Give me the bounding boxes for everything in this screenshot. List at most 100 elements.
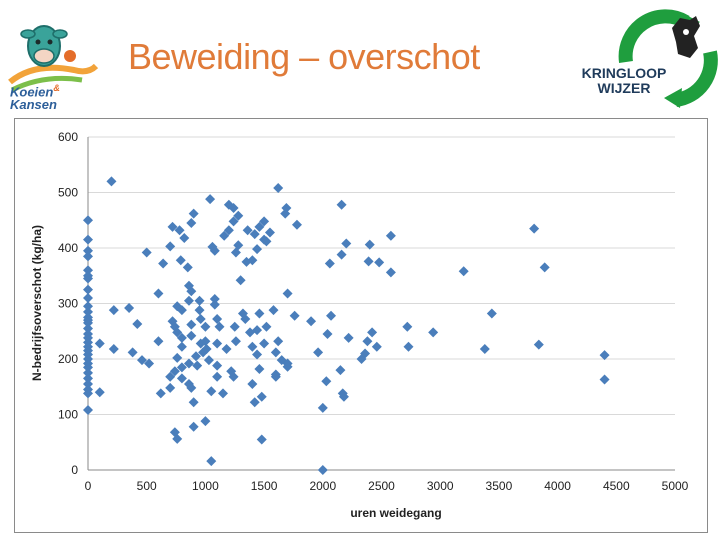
x-tick-label: 1000 (192, 479, 219, 493)
data-point (249, 229, 260, 240)
data-point (228, 371, 239, 382)
data-point (83, 301, 93, 312)
data-point (428, 327, 439, 338)
data-point (212, 371, 223, 382)
data-point (385, 267, 396, 278)
data-point (306, 316, 317, 327)
data-point (242, 225, 253, 236)
data-point (83, 292, 93, 303)
data-point (322, 329, 333, 340)
data-point (194, 295, 205, 306)
data-point (186, 382, 197, 393)
chart-frame: 0 100 200 300 400 500 600 0 500 1000 1500 2000 2500 3… (14, 118, 708, 533)
data-point (256, 434, 267, 445)
slide-title: Beweiding – overschot (128, 36, 480, 77)
data-point (261, 236, 272, 247)
x-tick-label: 4000 (544, 479, 571, 493)
data-point (206, 386, 217, 397)
data-point (83, 245, 93, 256)
data-point (479, 344, 490, 355)
data-point (273, 336, 284, 347)
x-tick-label: 4500 (603, 479, 630, 493)
data-point (83, 265, 93, 276)
logo-left-word2: Kansen (10, 97, 57, 113)
data-point (188, 421, 199, 432)
data-point (188, 208, 199, 219)
data-point (124, 302, 135, 313)
data-point (247, 255, 258, 266)
data-point (282, 361, 293, 372)
data-point (141, 247, 152, 258)
data-point (261, 321, 272, 332)
data-point (165, 371, 176, 382)
data-point (186, 218, 197, 229)
data-point (371, 341, 382, 352)
data-point (247, 341, 258, 352)
logo-flower-icon (64, 50, 76, 62)
data-point (254, 308, 265, 319)
data-point (233, 240, 244, 251)
koeien-en-kansen-logo (8, 25, 99, 93)
data-point (176, 373, 187, 384)
y-tick-label: 300 (58, 297, 78, 311)
data-point (83, 388, 93, 399)
scatter-chart: 0 100 200 300 400 500 600 0 500 1000 1500 2000 2500 3… (30, 130, 689, 520)
logo-right-word1: KRINGLOOP (581, 65, 667, 81)
logo-swoosh-orange (8, 63, 99, 85)
data-point (192, 360, 203, 371)
data-point (219, 230, 230, 241)
x-tick-label: 2500 (368, 479, 395, 493)
data-point (317, 402, 328, 413)
data-point (264, 227, 275, 238)
data-point (212, 314, 223, 325)
data-point (132, 319, 143, 330)
data-point (252, 349, 263, 360)
data-point (183, 358, 194, 369)
kringloopwijzer-logo (618, 9, 718, 108)
data-point (335, 365, 346, 376)
data-point (360, 348, 371, 359)
data-point (240, 314, 251, 325)
data-point (362, 336, 373, 347)
x-tick-label: 3500 (486, 479, 513, 493)
data-point (191, 351, 202, 362)
logo-right-wordmark: KRINGLOOP WIJZER (574, 66, 674, 96)
data-point (153, 336, 164, 347)
data-point (249, 397, 260, 408)
data-point (169, 366, 180, 377)
data-point (94, 338, 105, 349)
data-points (83, 176, 610, 475)
data-point (403, 341, 414, 352)
data-point (228, 203, 239, 214)
logo-left-word1: Koeien (10, 84, 54, 100)
data-point (214, 321, 225, 332)
data-point (179, 233, 190, 244)
data-point (252, 325, 263, 336)
data-point (268, 305, 279, 316)
y-axis-label: N-bedrijfsoverschot (kg/ha) (30, 225, 44, 381)
x-axis-label: uren weidegang (350, 506, 441, 520)
data-point (83, 315, 93, 326)
data-point (200, 321, 211, 332)
data-point (186, 286, 197, 297)
data-point (221, 344, 232, 355)
data-point (321, 376, 332, 387)
x-tick-label: 2000 (309, 479, 336, 493)
data-point (174, 225, 185, 236)
y-tick-label: 500 (58, 186, 78, 200)
data-point (144, 358, 155, 369)
data-point (83, 251, 93, 262)
data-point (363, 256, 374, 267)
data-point (176, 332, 187, 343)
data-point (245, 327, 256, 338)
data-point (317, 465, 328, 475)
data-point (176, 305, 187, 316)
data-point (83, 362, 93, 373)
data-point (539, 262, 550, 273)
data-point (529, 223, 540, 234)
data-point (206, 456, 217, 467)
data-point (106, 176, 117, 187)
data-point (83, 367, 93, 378)
data-point (186, 319, 197, 330)
x-tick-label: 500 (137, 479, 157, 493)
